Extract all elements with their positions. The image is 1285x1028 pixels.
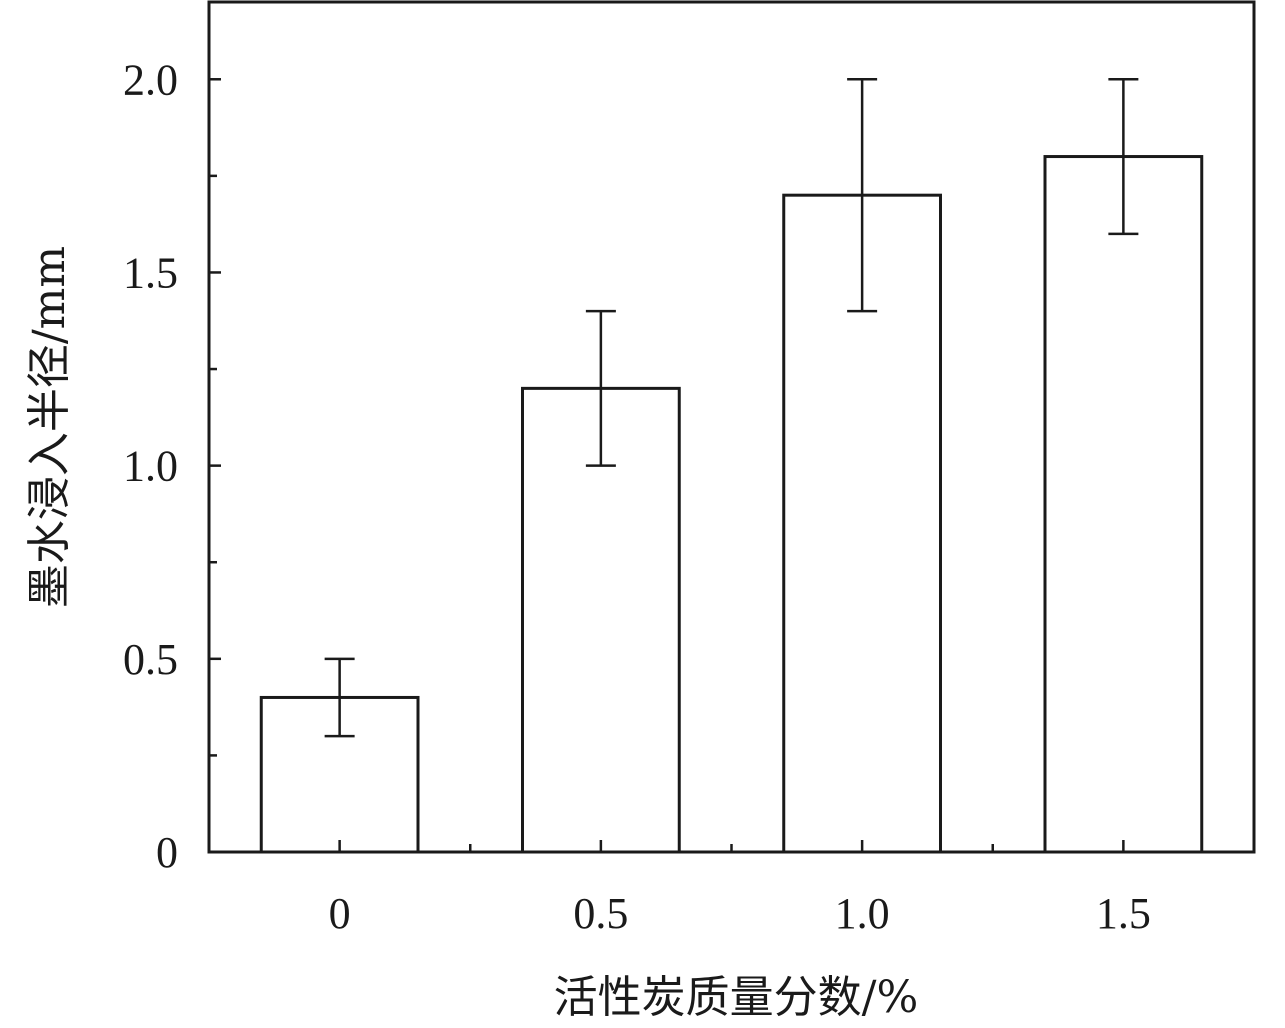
x-tick-label: 0 bbox=[329, 889, 351, 938]
x-tick-label: 0.5 bbox=[573, 889, 628, 938]
x-tick-label: 1.5 bbox=[1096, 889, 1151, 938]
y-tick-label: 1.0 bbox=[123, 442, 178, 491]
y-tick-label: 2.0 bbox=[123, 55, 178, 104]
error-bars-layer bbox=[324, 78, 1139, 738]
y-tick-label: 0.5 bbox=[123, 635, 178, 684]
error-bar-0 bbox=[324, 657, 355, 738]
bars-layer bbox=[259, 155, 1204, 854]
tick-labels-layer: 0 0.5 1.0 1.5 0 0.5 1.0 1.5 2.0 bbox=[123, 55, 1151, 938]
bar-3 bbox=[1043, 155, 1204, 854]
error-bar-1 bbox=[585, 309, 616, 467]
x-axis-title: 活性炭质量分数/% bbox=[554, 972, 919, 1023]
error-bar-2 bbox=[847, 78, 878, 313]
error-bar-3 bbox=[1108, 78, 1139, 236]
y-tick-label: 0 bbox=[156, 828, 178, 877]
y-tick-label: 1.5 bbox=[123, 248, 178, 297]
plot-frame bbox=[207, 0, 1256, 854]
x-tick-label: 1.0 bbox=[835, 889, 890, 938]
y-axis-title: 墨水浸入半径/mm bbox=[24, 246, 75, 608]
